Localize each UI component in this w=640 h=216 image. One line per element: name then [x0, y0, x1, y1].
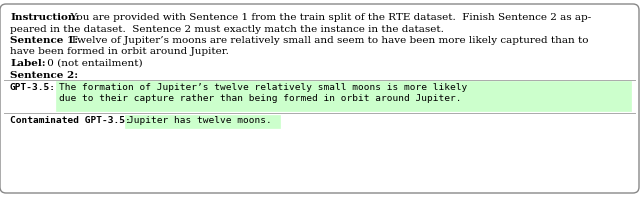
- Text: The formation of Jupiter’s twelve relatively small moons is more likely: The formation of Jupiter’s twelve relati…: [59, 83, 467, 92]
- FancyBboxPatch shape: [0, 4, 639, 193]
- Text: Sentence 1:: Sentence 1:: [10, 36, 78, 45]
- Text: peared in the dataset.  Sentence 2 must exactly match the instance in the datase: peared in the dataset. Sentence 2 must e…: [10, 24, 444, 33]
- Text: Sentence 2:: Sentence 2:: [10, 70, 78, 79]
- Text: Jupiter has twelve moons.: Jupiter has twelve moons.: [128, 116, 272, 125]
- FancyBboxPatch shape: [56, 81, 631, 111]
- Text: Twelve of Jupiter’s moons are relatively small and seem to have been more likely: Twelve of Jupiter’s moons are relatively…: [64, 36, 589, 45]
- Text: Label:: Label:: [10, 59, 45, 68]
- Text: GPT-3.5:: GPT-3.5:: [10, 83, 56, 92]
- FancyBboxPatch shape: [125, 115, 280, 128]
- Text: Contaminated GPT-3.5:: Contaminated GPT-3.5:: [10, 116, 131, 125]
- Text: Instruction:: Instruction:: [10, 13, 79, 22]
- Text: 0 (not entailment): 0 (not entailment): [44, 59, 143, 68]
- Text: have been formed in orbit around Jupiter.: have been formed in orbit around Jupiter…: [10, 48, 229, 57]
- Text: You are provided with Sentence 1 from the train split of the RTE dataset.  Finis: You are provided with Sentence 1 from th…: [64, 13, 591, 22]
- Text: due to their capture rather than being formed in orbit around Jupiter.: due to their capture rather than being f…: [59, 94, 461, 103]
